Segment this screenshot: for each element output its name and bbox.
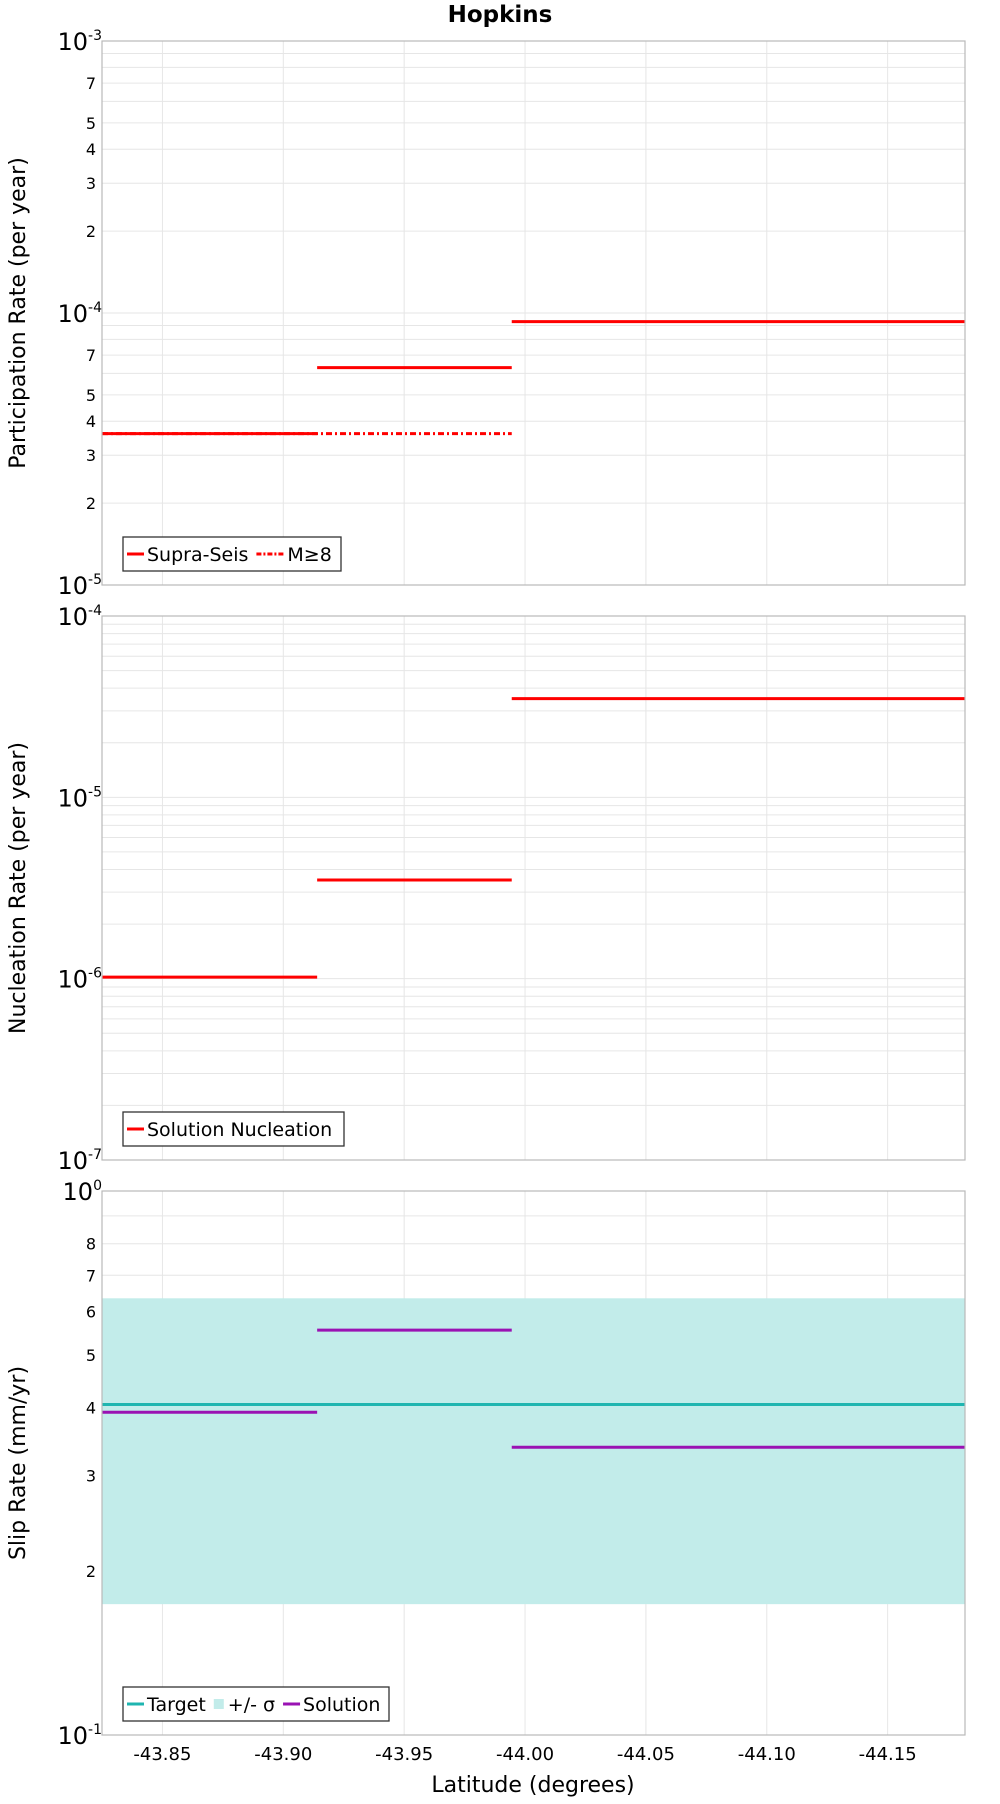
y-axis-label: Nucleation Rate (per year) bbox=[6, 742, 31, 1034]
plot-area bbox=[102, 616, 965, 1160]
y-tick-label-major: 100 bbox=[63, 1178, 102, 1206]
y-tick-label-major: 10-4 bbox=[57, 300, 102, 328]
sigma-band bbox=[102, 1298, 965, 1605]
grid-lines bbox=[102, 616, 965, 1160]
x-tick-label: -43.95 bbox=[375, 1744, 433, 1765]
plot-frame bbox=[101, 1190, 966, 1736]
y-tick-label-minor: 2 bbox=[86, 494, 96, 513]
y-tick-label-major: 10-6 bbox=[57, 966, 102, 994]
plot-frame bbox=[101, 615, 966, 1161]
y-tick-label-minor: 7 bbox=[86, 74, 96, 93]
x-tick-label: -43.90 bbox=[254, 1744, 312, 1765]
panel-participation: 10-5 10-4 10-3 2 3 4 5 7 2 3 4 5 7 Participation Rate… bbox=[6, 28, 966, 600]
series-solution bbox=[102, 1328, 965, 1449]
x-tick-label: -44.00 bbox=[496, 1744, 554, 1765]
x-tick-label: -43.85 bbox=[133, 1744, 191, 1765]
y-tick-label-major: 10-3 bbox=[57, 28, 102, 56]
legend-label: +/- σ bbox=[228, 1694, 275, 1716]
y-tick-label-minor: 3 bbox=[86, 446, 96, 465]
panel-nucleation: 10-7 10-6 10-5 10-4 Nucleation Rate (per yea… bbox=[6, 603, 966, 1175]
legend-label: Solution Nucleation bbox=[147, 1119, 332, 1141]
y-tick-label-minor: 4 bbox=[86, 412, 96, 431]
y-tick-label-minor: 7 bbox=[86, 346, 96, 365]
y-tick-label-minor: 2 bbox=[86, 222, 96, 241]
legend-swatch bbox=[213, 1699, 224, 1709]
y-tick-label-minor: 4 bbox=[86, 140, 96, 159]
series-solution-nucleation bbox=[102, 697, 965, 979]
y-axis-label: Slip Rate (mm/yr) bbox=[6, 1366, 31, 1560]
legend-box bbox=[122, 1111, 345, 1147]
y-tick-label-major: 10-7 bbox=[57, 1147, 102, 1175]
y-tick-label-minor: 3 bbox=[86, 1466, 96, 1485]
legend-slip: Target +/- σ Solution bbox=[122, 1686, 390, 1722]
grid-lines bbox=[102, 41, 965, 585]
legend-label: Solution bbox=[303, 1694, 380, 1716]
panel-slip: 10-1 100 2 3 4 5 6 7 8 Slip Rate (mm/yr) Target +/-… bbox=[6, 1178, 966, 1750]
legend-label: M≥8 bbox=[287, 544, 331, 566]
x-tick-label: -44.10 bbox=[738, 1744, 796, 1765]
y-tick-label-major: 10-1 bbox=[57, 1722, 102, 1750]
legend-nucleation: Solution Nucleation bbox=[122, 1111, 345, 1147]
y-tick-label-major: 10-5 bbox=[57, 572, 102, 600]
x-tick-label: -44.05 bbox=[617, 1744, 675, 1765]
legend-label: Supra-Seis bbox=[147, 544, 248, 566]
y-tick-label-minor: 5 bbox=[86, 1346, 96, 1365]
legend-label: Target bbox=[146, 1694, 206, 1716]
legend-box bbox=[122, 1686, 390, 1722]
legend-box bbox=[122, 536, 342, 572]
x-axis-label: Latitude (degrees) bbox=[431, 1773, 634, 1798]
x-tick-label: -44.15 bbox=[859, 1744, 917, 1765]
y-tick-label-minor: 7 bbox=[86, 1266, 96, 1285]
chart-panels: 10-5 10-4 10-3 2 3 4 5 7 2 3 4 5 7 Participation Rate… bbox=[6, 28, 966, 1765]
legend-participation: Supra-Seis M≥8 bbox=[122, 536, 342, 572]
y-axis-label: Participation Rate (per year) bbox=[6, 157, 31, 469]
chart-title: Hopkins bbox=[448, 2, 553, 28]
y-tick-label-minor: 5 bbox=[86, 114, 96, 133]
y-tick-label-minor: 8 bbox=[86, 1235, 96, 1254]
plot-frame bbox=[101, 40, 966, 586]
y-tick-label-major: 10-4 bbox=[57, 603, 102, 631]
y-tick-label-minor: 5 bbox=[86, 386, 96, 405]
y-tick-label-minor: 3 bbox=[86, 174, 96, 193]
y-tick-label-major: 10-5 bbox=[57, 784, 102, 812]
y-tick-label-minor: 4 bbox=[86, 1398, 96, 1417]
y-tick-label-minor: 6 bbox=[86, 1303, 96, 1322]
y-tick-label-minor: 2 bbox=[86, 1562, 96, 1581]
